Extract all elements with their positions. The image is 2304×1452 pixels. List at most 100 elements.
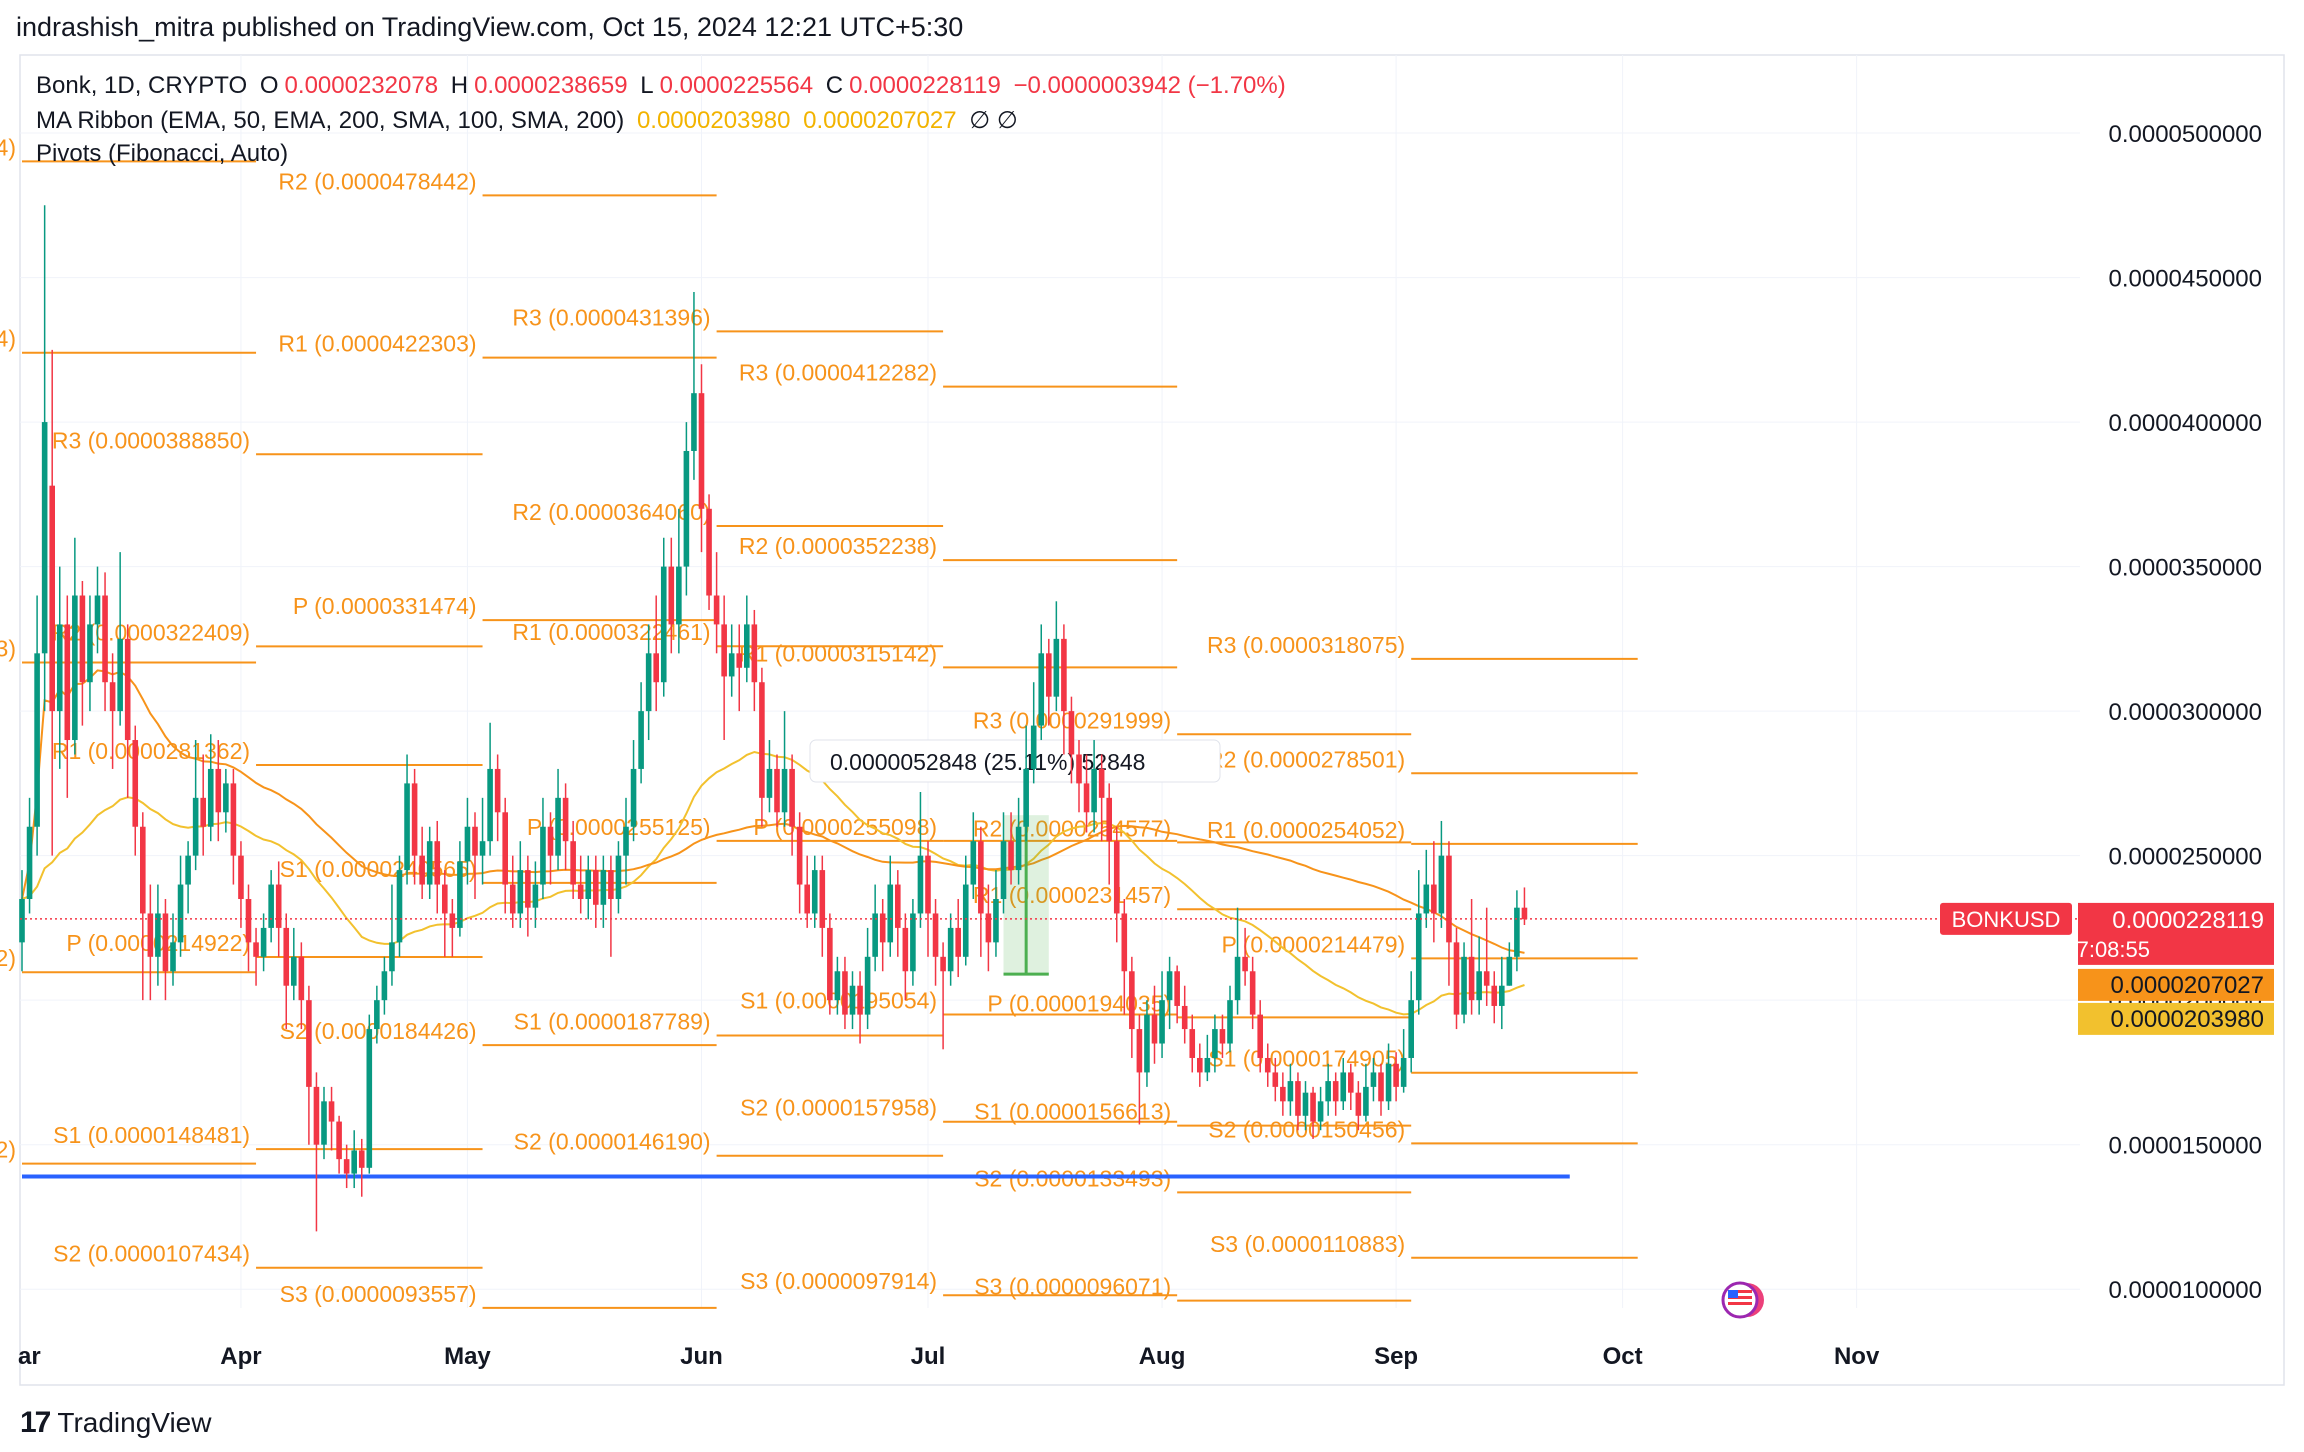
candle-body	[683, 450, 690, 567]
candle-body	[260, 927, 267, 957]
open-value: 0.0000232078	[284, 72, 439, 99]
candle-body	[434, 841, 441, 885]
candle-body	[34, 653, 40, 827]
tradingview-logo[interactable]: 17 TradingView	[20, 1406, 211, 1440]
pivot-label: S2 (0.0000146190)	[514, 1129, 711, 1155]
pivot-label: R1 (0.0000315142)	[739, 640, 937, 666]
price-tick-label: 0.0000500000	[2109, 121, 2263, 148]
candle-body	[925, 855, 931, 914]
candle-body	[887, 884, 894, 943]
candle-body	[570, 841, 576, 885]
grid	[19, 54, 2285, 1386]
candle-body	[1499, 985, 1505, 1006]
candle-body	[1378, 1072, 1384, 1102]
candle-body	[275, 884, 282, 928]
candle-body	[358, 1150, 365, 1168]
last-price-value: 0.0000228119	[2112, 907, 2264, 934]
candle-body	[1113, 841, 1120, 914]
candle-body	[781, 768, 788, 813]
candle-body	[517, 870, 524, 914]
candle-body	[804, 884, 810, 914]
ma-line	[21, 669, 1525, 954]
candle-body	[1325, 1081, 1331, 1102]
candle-body	[932, 913, 939, 957]
pivot-label: P (0.0000255098)	[753, 814, 937, 840]
price-tick-label: 0.0000250000	[2109, 844, 2263, 871]
candle-body	[1332, 1081, 1339, 1102]
candle-body	[562, 797, 569, 842]
symbol-label[interactable]: Bonk, 1D, CRYPTO	[36, 72, 248, 99]
candle-body	[268, 884, 274, 928]
candle-body	[1189, 1029, 1196, 1058]
candle-body	[1385, 1063, 1392, 1102]
candle-body	[1340, 1072, 1347, 1102]
pivot-label: R2 (0.0000364060)	[512, 499, 710, 525]
candle-body	[1174, 971, 1180, 1006]
candle-body	[1264, 1057, 1271, 1073]
candle-body	[177, 884, 184, 943]
pivot-label: R2 (0.0000490214)	[0, 134, 16, 160]
measure-tool[interactable]: 0.0000052848 (25.11%) 52848	[809, 739, 1221, 976]
price-tick-label: 0.0000300000	[2109, 699, 2263, 726]
candle-body	[56, 624, 63, 712]
candle-body	[1453, 942, 1460, 1015]
pivot-label: R3 (0.0000388850)	[52, 427, 250, 453]
ma-legend[interactable]: MA Ribbon (EMA, 50, EMA, 200, SMA, 100, …	[36, 106, 1024, 135]
candle-body	[1038, 653, 1045, 726]
candle-body	[1295, 1081, 1301, 1116]
ma-na-values: ∅ ∅	[969, 107, 1018, 134]
candle-body	[494, 768, 501, 813]
candle-body	[577, 884, 584, 900]
pivot-label: S1 (0.0000209662)	[0, 945, 16, 971]
candle-body	[162, 913, 169, 972]
candle-body	[872, 913, 878, 957]
candle-body	[1106, 797, 1112, 842]
candle-body	[321, 1101, 327, 1145]
pivot-label: S3 (0.0000096071)	[974, 1274, 1171, 1300]
tradingview-name: TradingView	[57, 1407, 212, 1438]
candle-body	[170, 942, 176, 972]
candle-body	[970, 841, 977, 885]
price-tick-label: 0.0000350000	[2109, 555, 2263, 582]
candle-body	[1363, 1086, 1369, 1116]
pivot-label: S1 (0.0000187789)	[514, 1008, 711, 1034]
close-value: 0.0000228119	[849, 72, 1001, 99]
candle-body	[1083, 783, 1090, 813]
candle-body	[978, 841, 984, 914]
candle-body	[962, 884, 969, 957]
pivot-label: S2 (0.0000143452)	[0, 1137, 16, 1163]
candle-body	[834, 971, 841, 1001]
candle-body	[1272, 1072, 1279, 1087]
candle-body	[1393, 1063, 1399, 1087]
candle-body	[751, 624, 758, 683]
candle-body	[102, 595, 108, 683]
time-tick-label: Jun	[680, 1343, 723, 1370]
candle-body	[600, 870, 607, 905]
pivot-label: S1 (0.0000148481)	[53, 1122, 250, 1148]
high-value: 0.0000238659	[474, 72, 628, 99]
time-tick-label: Sep	[1374, 1343, 1418, 1370]
price-chart[interactable]: R2 (0.0000490214) R1 (0.0000424004) P (0.0…	[0, 0, 2304, 1400]
candle-body	[1483, 971, 1490, 986]
high-label: H	[450, 72, 469, 99]
candle-body	[895, 884, 901, 928]
candle-body	[1280, 1086, 1286, 1102]
candle-body	[253, 942, 259, 957]
candle-body	[185, 855, 191, 885]
candle-body	[630, 768, 637, 827]
pivot-label: R2 (0.0000278501)	[1207, 746, 1405, 772]
measure-label-box	[809, 739, 1221, 783]
candle-body	[1219, 1029, 1226, 1044]
pivot-label: P (0.0000194035)	[987, 990, 1171, 1016]
pivots-label: Pivots (Fibonacci, Auto)	[36, 140, 289, 167]
change-value: −0.0000003942 (−1.70%)	[1013, 72, 1286, 99]
candle-body	[985, 913, 992, 943]
candle-body	[411, 783, 418, 856]
candle-body	[109, 682, 116, 712]
ma-price-value: 0.0000207027	[2111, 972, 2265, 999]
candle-body	[623, 826, 629, 856]
candle-body	[1159, 1000, 1165, 1044]
pivots-legend[interactable]: Pivots (Fibonacci, Auto)	[36, 140, 294, 168]
country-flag-icon	[1721, 1281, 1764, 1319]
candle-body	[404, 783, 410, 871]
